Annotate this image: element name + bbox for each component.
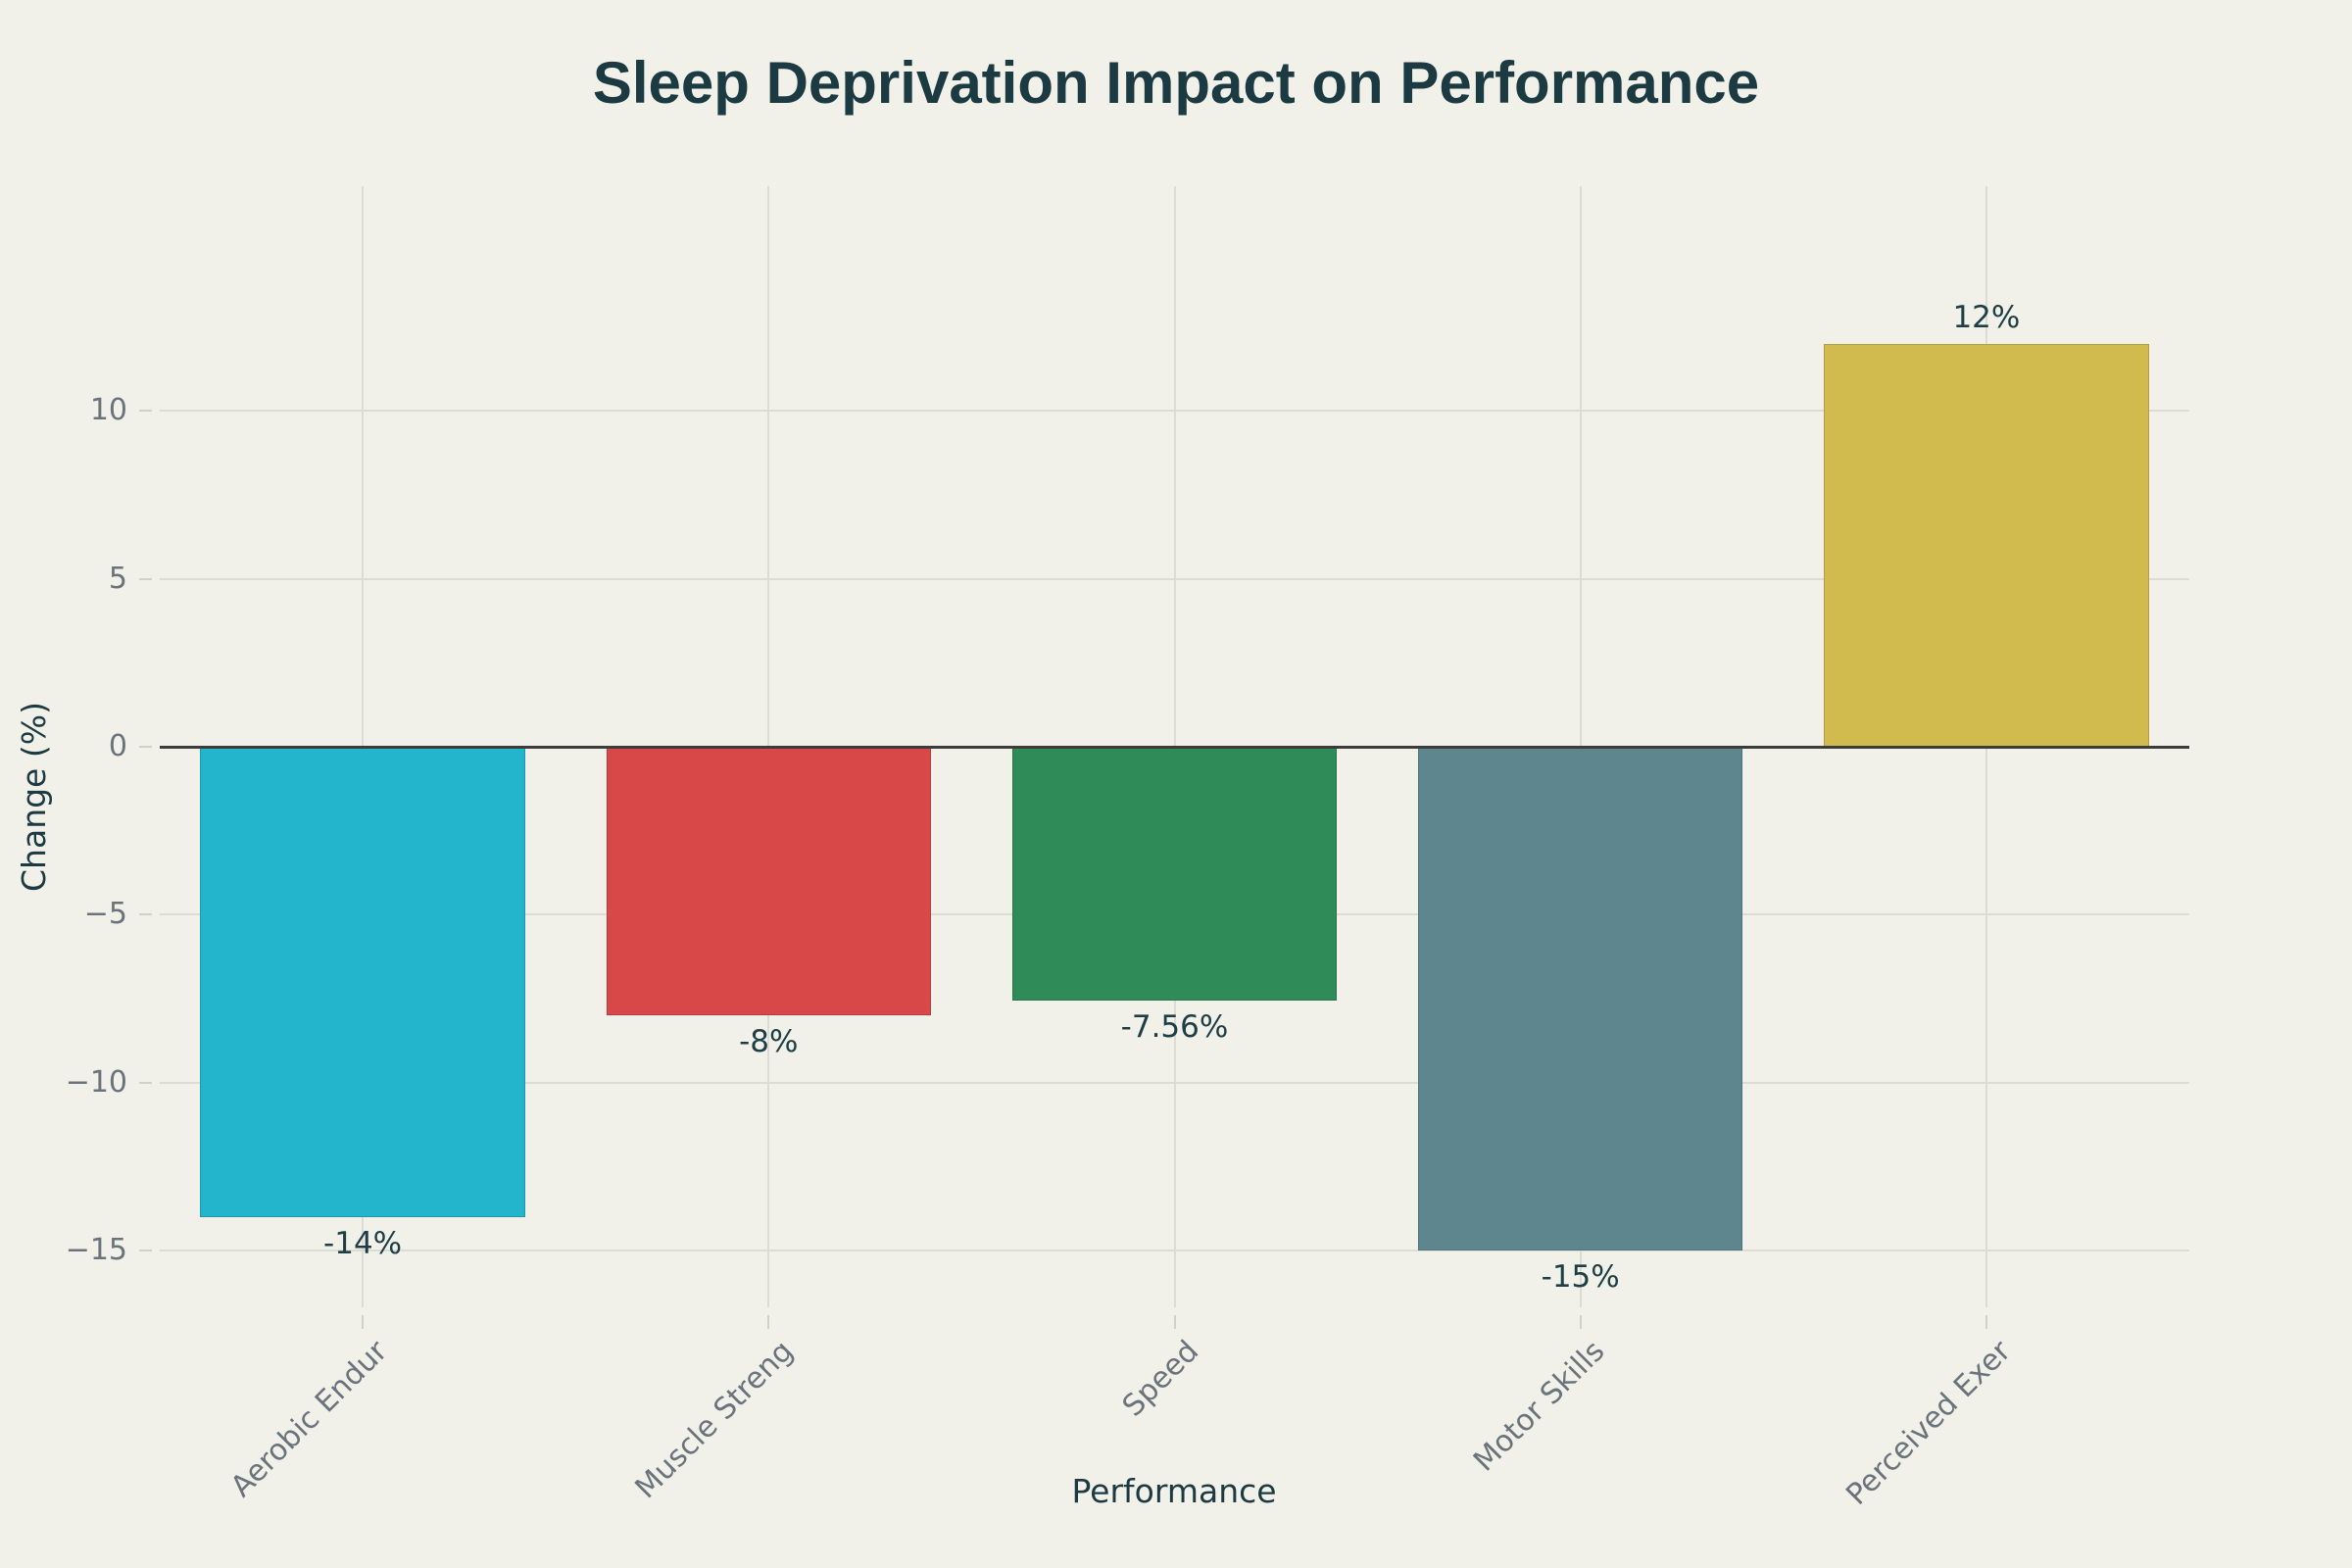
bar-value-label: 12% (1952, 299, 2021, 335)
x-tick-label-motor-skills: Motor Skills (1467, 1334, 1612, 1479)
y-tick-mark (139, 746, 152, 748)
bar-value-label: -15% (1541, 1258, 1620, 1295)
chart-title: Sleep Deprivation Impact on Performance (592, 50, 1760, 116)
bar-motor-skills[interactable] (1418, 747, 1743, 1250)
bar-speed[interactable] (1011, 747, 1338, 1001)
bar-aerobic-endur[interactable] (200, 747, 525, 1217)
x-axis-title: Performance (1071, 1472, 1277, 1510)
bar-value-label: -7.56% (1120, 1008, 1229, 1045)
x-tick-mark (362, 1315, 365, 1329)
y-tick-label: −15 (65, 1232, 127, 1267)
y-tick-label: 10 (89, 393, 127, 428)
x-tick-label-muscle-streng: Muscle Streng (628, 1334, 801, 1506)
x-tick-label-perceived-exer: Perceived Exer (1839, 1334, 2018, 1512)
bar-value-label: -14% (323, 1225, 403, 1261)
y-tick-label: −5 (83, 897, 127, 932)
y-tick-label: −10 (65, 1064, 127, 1100)
x-tick-mark (767, 1315, 770, 1329)
y-tick-mark (139, 1081, 152, 1084)
bar-muscle-streng[interactable] (606, 747, 931, 1015)
bar-perceived-exer[interactable] (1824, 343, 2149, 747)
x-tick-label-aerobic-endur: Aerobic Endur (223, 1334, 395, 1504)
y-tick-mark (139, 577, 152, 580)
x-tick-label-speed: Speed (1116, 1334, 1206, 1424)
zero-axis-line (160, 746, 2189, 749)
x-tick-mark (1984, 1315, 1987, 1329)
y-tick-label: 0 (108, 729, 127, 763)
y-tick-mark (139, 410, 152, 413)
y-tick-mark (139, 913, 152, 916)
y-tick-mark (139, 1249, 152, 1251)
bar-value-label: -8% (739, 1024, 799, 1059)
x-tick-mark (1173, 1315, 1176, 1329)
x-tick-mark (1579, 1315, 1582, 1329)
y-tick-label: 5 (108, 561, 127, 596)
